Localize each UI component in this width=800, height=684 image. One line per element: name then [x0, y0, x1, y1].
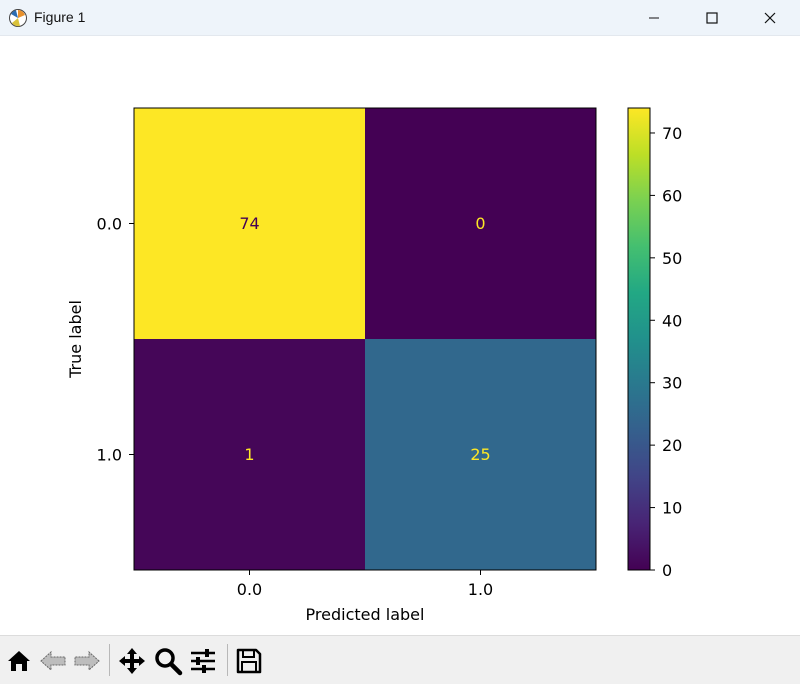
colorbar-tick-label: 60: [662, 186, 682, 205]
minimize-button[interactable]: [625, 0, 683, 35]
heatmap-cell: [365, 108, 596, 339]
forward-arrow-icon: [74, 650, 100, 672]
figure-canvas[interactable]: 74 0 1 25 0.0 1.0 0.0 1.0 Predicted label Tru…: [0, 36, 800, 634]
x-tick-label: 0.0: [237, 580, 262, 599]
window-title: Figure 1: [34, 9, 86, 25]
sliders-icon: [191, 649, 215, 673]
zoom-button[interactable]: [153, 646, 183, 676]
close-button[interactable]: [741, 0, 799, 35]
colorbar-tick-label: 0: [662, 561, 672, 580]
x-axis-label: Predicted label: [306, 605, 425, 624]
y-axis-label: True label: [66, 300, 85, 379]
colorbar-tick-label: 40: [662, 311, 682, 330]
pan-button[interactable]: [117, 646, 147, 676]
navigation-toolbar: [0, 635, 800, 684]
cell-value-label: 74: [239, 214, 259, 233]
colorbar-tick-label: 20: [662, 436, 682, 455]
confusion-matrix-chart: 74 0 1 25 0.0 1.0 0.0 1.0 Predicted label Tru…: [66, 107, 682, 624]
matplotlib-icon: [9, 9, 27, 27]
back-arrow-icon: [40, 650, 66, 672]
colorbar: [627, 107, 651, 571]
heatmap-cell: [365, 339, 596, 570]
maximize-icon: [706, 11, 718, 24]
home-button[interactable]: [4, 646, 34, 676]
close-icon: [764, 12, 776, 23]
axes-frame: [133, 107, 597, 571]
cell-value-label: 0: [475, 214, 485, 233]
maximize-button[interactable]: [683, 0, 741, 35]
minimize-icon: [649, 17, 659, 18]
toolbar-separator: [109, 644, 110, 676]
y-tick-label: 0.0: [97, 215, 122, 234]
forward-button[interactable]: [72, 646, 102, 676]
colorbar-tick-label: 30: [662, 374, 682, 393]
colorbar-tick-label: 50: [662, 249, 682, 268]
back-button[interactable]: [38, 646, 68, 676]
heatmap-cell: [134, 339, 365, 570]
colorbar-tick-label: 10: [662, 499, 682, 518]
title-bar: Figure 1: [0, 0, 800, 36]
home-icon: [8, 651, 30, 671]
heatmap-cell: [134, 108, 365, 339]
move-icon: [119, 648, 145, 674]
colorbar-tick-label: 70: [662, 124, 682, 143]
save-button[interactable]: [234, 646, 264, 676]
y-tick-label: 1.0: [97, 446, 122, 465]
x-tick-label: 1.0: [468, 580, 493, 599]
save-icon: [236, 648, 262, 674]
configure-subplots-button[interactable]: [188, 646, 218, 676]
zoom-icon: [155, 648, 183, 676]
toolbar-separator: [227, 644, 228, 676]
cell-value-label: 1: [244, 445, 254, 464]
cell-value-label: 25: [470, 445, 490, 464]
